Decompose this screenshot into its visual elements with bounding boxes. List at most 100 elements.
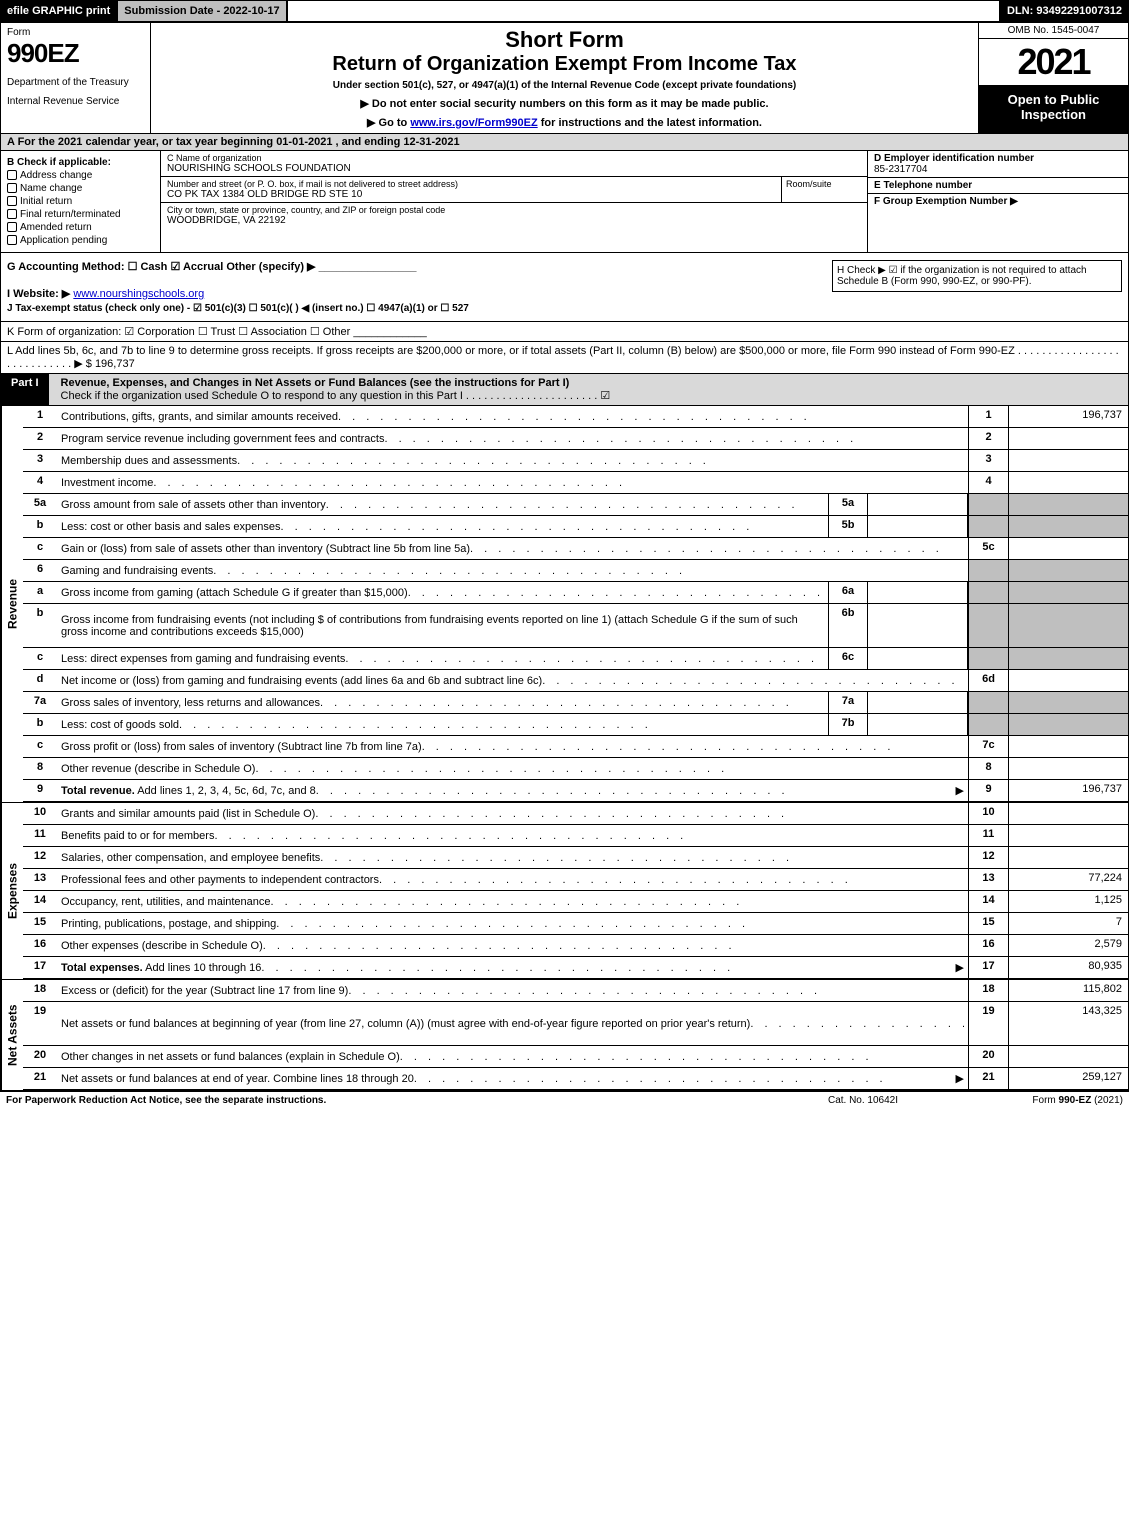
website-label: I Website: ▶ bbox=[7, 288, 70, 300]
line-description: Contributions, gifts, grants, and simila… bbox=[57, 406, 968, 427]
line-description: Excess or (deficit) for the year (Subtra… bbox=[57, 980, 968, 1001]
line-16: 16Other expenses (describe in Schedule O… bbox=[23, 935, 1128, 957]
irs-link[interactable]: www.irs.gov/Form990EZ bbox=[410, 117, 537, 129]
line-11: 11Benefits paid to or for members . . . … bbox=[23, 825, 1128, 847]
line-20: 20Other changes in net assets or fund ba… bbox=[23, 1046, 1128, 1068]
line-description: Total revenue. Add lines 1, 2, 3, 4, 5c,… bbox=[57, 780, 968, 801]
leader-dots: . . . . . . . . . . . . . . . . . . . . … bbox=[326, 499, 824, 511]
line-number: b bbox=[23, 604, 57, 647]
check-final-return[interactable]: Final return/terminated bbox=[7, 209, 154, 220]
paperwork-notice: For Paperwork Reduction Act Notice, see … bbox=[6, 1095, 763, 1106]
line-description: Program service revenue including govern… bbox=[57, 428, 968, 449]
line-8: 8Other revenue (describe in Schedule O) … bbox=[23, 758, 1128, 780]
result-value: 115,802 bbox=[1008, 980, 1128, 1001]
result-value bbox=[1008, 604, 1128, 647]
org-name-value: NOURISHING SCHOOLS FOUNDATION bbox=[167, 163, 861, 174]
website-link[interactable]: www.nourshingschools.org bbox=[73, 288, 204, 300]
result-value bbox=[1008, 692, 1128, 713]
result-line-number: 6d bbox=[968, 670, 1008, 691]
line-number: b bbox=[23, 516, 57, 537]
leader-dots: . . . . . . . . . . . . . . . . . . . . … bbox=[345, 653, 824, 665]
line-c: cGross profit or (loss) from sales of in… bbox=[23, 736, 1128, 758]
line-number: 10 bbox=[23, 803, 57, 824]
line-number: b bbox=[23, 714, 57, 735]
line-number: 2 bbox=[23, 428, 57, 449]
check-address-change[interactable]: Address change bbox=[7, 170, 154, 181]
result-value: 143,325 bbox=[1008, 1002, 1128, 1045]
ein-label: D Employer identification number bbox=[874, 153, 1122, 164]
sub-line-value bbox=[868, 648, 968, 669]
form-number: 990EZ bbox=[7, 38, 144, 69]
line-description: Other changes in net assets or fund bala… bbox=[57, 1046, 968, 1067]
section-d: D Employer identification number 85-2317… bbox=[868, 151, 1128, 178]
result-line-number bbox=[968, 648, 1008, 669]
line-9: 9Total revenue. Add lines 1, 2, 3, 4, 5c… bbox=[23, 780, 1128, 802]
sub-line-value bbox=[868, 494, 968, 515]
line-17: 17Total expenses. Add lines 10 through 1… bbox=[23, 957, 1128, 979]
line-15: 15Printing, publications, postage, and s… bbox=[23, 913, 1128, 935]
netasset-rows: 18Excess or (deficit) for the year (Subt… bbox=[23, 980, 1128, 1090]
line-number: 8 bbox=[23, 758, 57, 779]
line-14: 14Occupancy, rent, utilities, and mainte… bbox=[23, 891, 1128, 913]
line-description: Total expenses. Add lines 10 through 16 … bbox=[57, 957, 968, 978]
org-addr-cell: Number and street (or P. O. box, if mail… bbox=[161, 177, 867, 203]
dept-irs: Internal Revenue Service bbox=[7, 96, 144, 107]
result-value bbox=[1008, 736, 1128, 757]
leader-dots: . . . . . . . . . . . . . . . . . . . . … bbox=[237, 455, 964, 467]
submission-date: Submission Date - 2022-10-17 bbox=[117, 0, 286, 22]
page-footer: For Paperwork Reduction Act Notice, see … bbox=[0, 1091, 1129, 1109]
sub-line-value bbox=[868, 714, 968, 735]
result-line-number: 19 bbox=[968, 1002, 1008, 1045]
leader-dots: . . . . . . . . . . . . . . . . . . . . … bbox=[153, 477, 964, 489]
result-line-number: 10 bbox=[968, 803, 1008, 824]
sub-line-number: 7a bbox=[828, 692, 868, 713]
efile-print-button[interactable]: efile GRAPHIC print bbox=[0, 0, 117, 22]
arrow-icon: ▶ bbox=[956, 961, 964, 974]
line-7a: 7aGross sales of inventory, less returns… bbox=[23, 692, 1128, 714]
room-label: Room/suite bbox=[786, 179, 861, 189]
city-value: WOODBRIDGE, VA 22192 bbox=[167, 215, 861, 226]
line-number: 15 bbox=[23, 913, 57, 934]
check-amended-return[interactable]: Amended return bbox=[7, 222, 154, 233]
leader-dots: . . . . . . . . . . . . . . . . . . . . … bbox=[315, 808, 964, 820]
check-name-change[interactable]: Name change bbox=[7, 183, 154, 194]
line-number: c bbox=[23, 648, 57, 669]
result-value: 259,127 bbox=[1008, 1068, 1128, 1089]
line-description: Gross profit or (loss) from sales of inv… bbox=[57, 736, 968, 757]
line-number: c bbox=[23, 538, 57, 559]
result-value bbox=[1008, 803, 1128, 824]
line-number: a bbox=[23, 582, 57, 603]
sub-line-number: 7b bbox=[828, 714, 868, 735]
result-value bbox=[1008, 714, 1128, 735]
section-e: E Telephone number bbox=[868, 178, 1128, 194]
short-form-label: Short Form bbox=[157, 27, 972, 53]
form-header: Form 990EZ Department of the Treasury In… bbox=[0, 22, 1129, 134]
section-b: B Check if applicable: Address change Na… bbox=[1, 151, 161, 252]
result-line-number bbox=[968, 714, 1008, 735]
leader-dots: . . . . . . . . . . . . . . . . . . . . … bbox=[320, 697, 824, 709]
line-number: 1 bbox=[23, 406, 57, 427]
line-description: Gross income from gaming (attach Schedul… bbox=[57, 582, 828, 603]
result-line-number: 3 bbox=[968, 450, 1008, 471]
leader-dots: . . . . . . . . . . . . . . . . . . . . … bbox=[384, 433, 964, 445]
line-description: Gaming and fundraising events . . . . . … bbox=[57, 560, 968, 581]
result-line-number: 9 bbox=[968, 780, 1008, 801]
result-value bbox=[1008, 825, 1128, 846]
result-line-number: 14 bbox=[968, 891, 1008, 912]
sub-line-number: 6b bbox=[828, 604, 868, 647]
line-c: cLess: direct expenses from gaming and f… bbox=[23, 648, 1128, 670]
line-description: Less: direct expenses from gaming and fu… bbox=[57, 648, 828, 669]
check-application-pending[interactable]: Application pending bbox=[7, 235, 154, 246]
result-value bbox=[1008, 648, 1128, 669]
line-description: Less: cost of goods sold . . . . . . . .… bbox=[57, 714, 828, 735]
result-value: 2,579 bbox=[1008, 935, 1128, 956]
result-value bbox=[1008, 847, 1128, 868]
result-value: 77,224 bbox=[1008, 869, 1128, 890]
line-number: 18 bbox=[23, 980, 57, 1001]
check-initial-return[interactable]: Initial return bbox=[7, 196, 154, 207]
group-exemption-label: F Group Exemption Number ▶ bbox=[874, 196, 1122, 207]
leader-dots: . . . . . . . . . . . . . . . . . . . . … bbox=[542, 675, 964, 687]
result-line-number bbox=[968, 494, 1008, 515]
sub-line-value bbox=[868, 582, 968, 603]
leader-dots: . . . . . . . . . . . . . . . . . . . . … bbox=[263, 940, 964, 952]
